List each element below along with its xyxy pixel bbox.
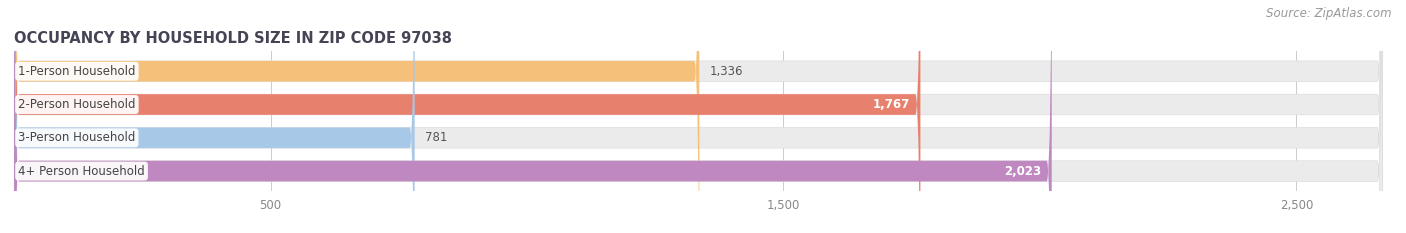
Text: 1,767: 1,767 bbox=[873, 98, 910, 111]
Text: 3-Person Household: 3-Person Household bbox=[18, 131, 135, 144]
Text: OCCUPANCY BY HOUSEHOLD SIZE IN ZIP CODE 97038: OCCUPANCY BY HOUSEHOLD SIZE IN ZIP CODE … bbox=[14, 31, 453, 46]
FancyBboxPatch shape bbox=[14, 0, 1382, 233]
Text: 2-Person Household: 2-Person Household bbox=[18, 98, 135, 111]
Text: 781: 781 bbox=[425, 131, 447, 144]
Text: Source: ZipAtlas.com: Source: ZipAtlas.com bbox=[1267, 7, 1392, 20]
FancyBboxPatch shape bbox=[14, 0, 1382, 233]
FancyBboxPatch shape bbox=[14, 0, 1052, 233]
Text: 2,023: 2,023 bbox=[1004, 164, 1042, 178]
FancyBboxPatch shape bbox=[14, 0, 1382, 233]
FancyBboxPatch shape bbox=[14, 0, 699, 233]
Text: 4+ Person Household: 4+ Person Household bbox=[18, 164, 145, 178]
FancyBboxPatch shape bbox=[14, 0, 415, 233]
Text: 1,336: 1,336 bbox=[710, 65, 744, 78]
Text: 1-Person Household: 1-Person Household bbox=[18, 65, 135, 78]
FancyBboxPatch shape bbox=[14, 0, 1382, 233]
FancyBboxPatch shape bbox=[14, 0, 921, 233]
